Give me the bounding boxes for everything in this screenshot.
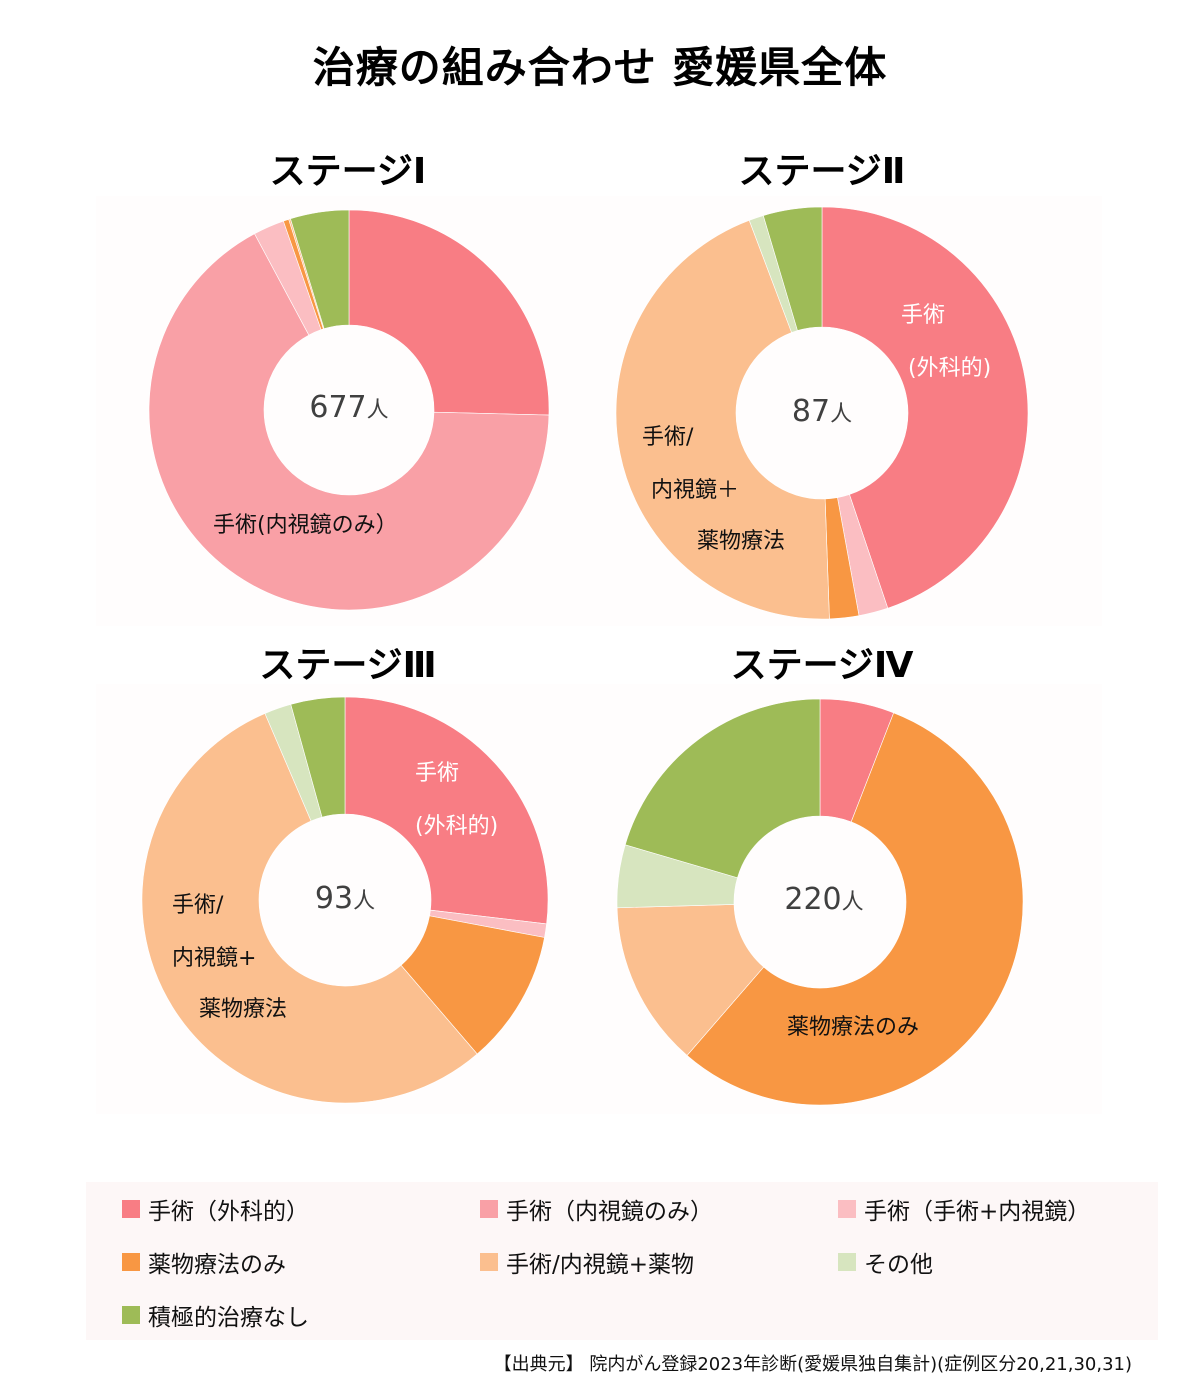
donut-slice-surgery-plus-drug: [616, 904, 765, 1056]
stage-4-total: 220人: [744, 882, 904, 917]
stage-4-title: ステージⅣ: [730, 645, 914, 686]
stage-4-label-drug: 薬物療法のみ: [787, 1015, 920, 1040]
legend-label: 手術/内視鏡+薬物: [506, 1252, 695, 1278]
donut-slice-surgery-open: [821, 206, 1029, 609]
stage-3-label-surgery: 手術: [415, 761, 460, 786]
donut-slice-surgery-open: [344, 696, 549, 925]
stage-3-total: 93人: [265, 881, 425, 916]
legend-item-no-treatment: 積極的治療なし: [122, 1298, 309, 1332]
legend-label: 手術（内視鏡のみ）: [506, 1199, 713, 1225]
legend-swatch: [122, 1200, 140, 1218]
total-unit: 人: [830, 402, 853, 427]
donut-slice-surgery-plus-drug: [141, 713, 478, 1104]
total-value: 220: [784, 882, 842, 917]
donut-slice-no-treatment: [290, 696, 346, 818]
stage-1-title: ステージⅠ: [269, 151, 427, 192]
stage-2-total: 87人: [742, 394, 902, 429]
legend: 手術（外科的） 手術（内視鏡のみ） 手術（手術+内視鏡） 薬物療法のみ 手術/内…: [86, 1182, 1158, 1340]
legend-label: 手術（外科的）: [148, 1199, 309, 1225]
donut-slice-no-treatment: [624, 698, 821, 879]
donut-slice-surgery-plus-drug: [615, 219, 830, 620]
legend-item-surgery-plus-drug: 手術/内視鏡+薬物: [480, 1245, 694, 1279]
stage-2-label-surgery-sub: (外科的): [908, 356, 992, 381]
stage-1-label-endoscopic: 手術(内視鏡のみ）: [213, 513, 398, 538]
legend-item-surgery-combo: 手術（手術+内視鏡）: [838, 1192, 1090, 1226]
legend-label: その他: [864, 1252, 933, 1278]
legend-item-other: その他: [838, 1245, 933, 1279]
donut-slice-surgery-open: [348, 209, 550, 416]
donut-slice-no-treatment: [762, 206, 823, 331]
total-unit: 人: [841, 890, 864, 915]
total-unit: 人: [353, 889, 376, 914]
stage-3-label-combo-3: 薬物療法: [199, 997, 288, 1022]
stage-2-label-combo-3: 薬物療法: [697, 529, 786, 554]
stage-3-label-surgery-sub: (外科的): [415, 814, 499, 839]
total-unit: 人: [366, 398, 389, 423]
legend-swatch: [122, 1253, 140, 1271]
legend-item-drug-only: 薬物療法のみ: [122, 1245, 286, 1279]
stage-1-total: 677人: [269, 390, 429, 425]
legend-label: 積極的治療なし: [148, 1305, 309, 1331]
stage-3-label-combo-1: 手術/: [172, 893, 224, 918]
stage-2-label-combo-1: 手術/: [642, 425, 694, 450]
total-value: 87: [791, 394, 831, 429]
legend-swatch: [838, 1253, 856, 1271]
legend-swatch: [838, 1200, 856, 1218]
stage-2-label-combo-2: 内視鏡＋: [651, 478, 740, 503]
legend-swatch: [480, 1200, 498, 1218]
legend-item-surgery-endoscopic: 手術（内視鏡のみ）: [480, 1192, 713, 1226]
main-title: 治療の組み合わせ 愛媛県全体: [312, 43, 888, 92]
stage-2-label-surgery: 手術: [901, 303, 946, 328]
source-note: 【出典元】 院内がん登録2023年診断(愛媛県独自集計)(症例区分20,21,3…: [493, 1354, 1132, 1375]
legend-swatch: [480, 1253, 498, 1271]
stage-2-title: ステージⅡ: [738, 151, 906, 192]
donut-slice-surgery-endoscopic: [148, 233, 550, 611]
legend-item-surgery-open: 手術（外科的）: [122, 1192, 309, 1226]
stage-3-title: ステージⅢ: [259, 645, 437, 686]
total-value: 93: [314, 881, 354, 916]
donut-slice-no-treatment: [290, 209, 350, 330]
legend-label: 手術（手術+内視鏡）: [864, 1199, 1091, 1225]
stage-3-label-combo-2: 内視鏡+: [172, 946, 257, 971]
legend-label: 薬物療法のみ: [148, 1252, 286, 1278]
legend-swatch: [122, 1306, 140, 1324]
total-value: 677: [309, 390, 367, 425]
donut-slice-drug-only: [686, 712, 1024, 1106]
